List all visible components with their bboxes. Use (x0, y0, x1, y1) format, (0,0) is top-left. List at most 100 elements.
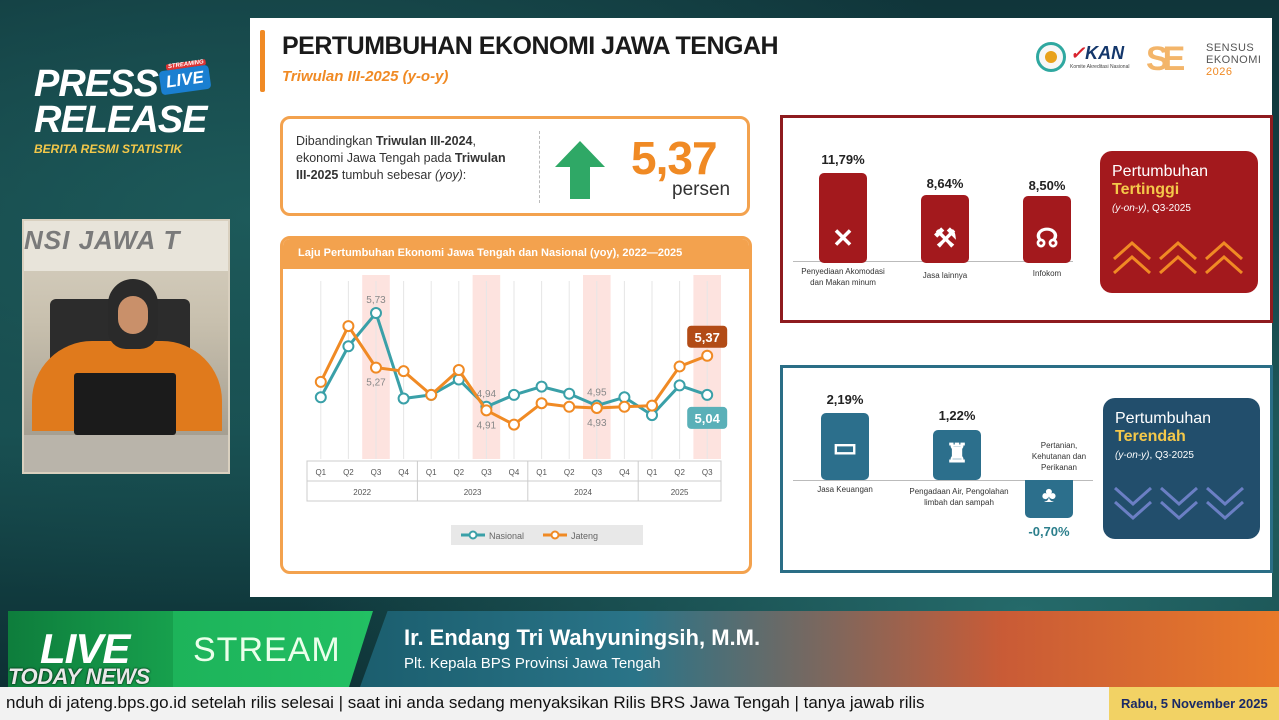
sector-bar (1023, 196, 1071, 263)
data-label: 4,94 (477, 389, 497, 400)
data-point-jateng (452, 364, 465, 376)
data-point-jateng (342, 320, 355, 333)
baseline (793, 480, 1093, 481)
sector-value: 2,19% (813, 392, 877, 407)
sector-label: Jasa lainnya (903, 270, 987, 281)
chevron-up-icon (1159, 240, 1197, 275)
legend-marker-nasional (468, 530, 478, 540)
x-tick-label: Q3 (591, 468, 602, 477)
summary-title: Pertumbuhan (1112, 163, 1209, 180)
legend-label: Nasional (489, 531, 524, 541)
legend-marker-jateng (550, 530, 560, 540)
news-ticker: nduh di jateng.bps.go.id setelah rilis s… (0, 687, 1279, 720)
highest-growth-panel: 11,79% ✕ Penyediaan Akomodasi dan Makan … (780, 115, 1273, 323)
divider (539, 131, 540, 203)
sector-value-text: 8,64% (926, 176, 964, 191)
x-tick-label: Q3 (481, 468, 492, 477)
data-point-nasional (314, 391, 327, 404)
sector-bar (819, 173, 867, 263)
sector-value: 8,64% (913, 176, 977, 191)
chevron-up-icon (1205, 240, 1243, 275)
sensus-line3: 2026 (1206, 66, 1233, 78)
sector-label-text: Penyediaan Akomodasi dan Makan minum (801, 267, 885, 287)
x-tick-label: Q3 (702, 468, 713, 477)
live-block: LIVE (8, 611, 173, 687)
data-point-nasional (370, 307, 382, 320)
data-point-nasional (508, 388, 520, 401)
antenna-icon: ☊ (1035, 223, 1059, 253)
growth-text-e: tumbuh sebesar (338, 168, 435, 182)
x-tick-label: Q2 (453, 468, 464, 477)
x-tick-label: Q1 (536, 468, 547, 477)
sector-value: 1,22% (925, 408, 989, 423)
summary-period-b: , Q3-2025 (1146, 203, 1191, 214)
title-accent (260, 30, 265, 92)
data-point-jateng (673, 360, 686, 373)
x-tick-label: Q4 (398, 468, 409, 477)
growth-text-g: : (462, 168, 467, 182)
data-point-jateng (397, 365, 410, 378)
data-point-jateng (425, 388, 438, 401)
sector-label: Jasa Keuangan (803, 484, 887, 495)
lower-third: LIVE STREAM Ir. Endang Tri Wahyuningsih,… (0, 611, 1279, 687)
speaker-name: Ir. Endang Tri Wahyuningsih, M.M. (404, 625, 761, 650)
slide-subtitle: Triwulan III-2025 (y-o-y) (282, 68, 449, 85)
sector-label-text: Jasa Keuangan (817, 485, 873, 494)
sector-label: Pengadaan Air, Pengolahan limbah dan sam… (903, 486, 1015, 508)
fork-knife-icon: ✕ (832, 223, 854, 253)
data-point-jateng (618, 400, 631, 413)
sector-label-text: Pertanian, Kehutanan dan Perikanan (1031, 441, 1087, 472)
end-label-nasional: 5,04 (695, 411, 721, 426)
slide: PERTUMBUHAN EKONOMI JAWA TENGAH Triwulan… (250, 18, 1273, 597)
growth-description: Dibandingkan Triwulan III-2024, ekonomi … (296, 133, 516, 184)
data-point-jateng (563, 400, 576, 413)
summary-period: (y-on-y), Q3-2025 (1112, 203, 1246, 214)
sector-value-text: 2,19% (826, 392, 864, 407)
data-point-jateng (370, 361, 382, 374)
data-point-jateng (314, 375, 327, 388)
summary-title: Pertumbuhan (1115, 410, 1212, 427)
highest-summary-card: Pertumbuhan Tertinggi (y-on-y), Q3-2025 (1100, 151, 1258, 293)
speaker-role: Plt. Kepala BPS Provinsi Jawa Tengah (404, 655, 661, 672)
laptop (74, 373, 176, 435)
summary-highlight: Terendah (1115, 428, 1186, 445)
plant-icon: ♣ (1041, 482, 1057, 507)
x-tick-label: Q3 (371, 468, 382, 477)
chart-title: Laju Pertumbuhan Ekonomi Jawa Tengah dan… (283, 239, 749, 269)
x-tick-label: Q2 (564, 468, 575, 477)
data-point-jateng (508, 418, 520, 431)
data-point-jateng (480, 404, 493, 417)
legend-label: Jateng (571, 531, 598, 541)
end-label-box-nasional (687, 406, 728, 429)
desk (24, 435, 228, 472)
end-label-box-jateng (687, 325, 728, 348)
sector-label: Penyediaan Akomodasi dan Makan minum (801, 266, 885, 288)
presenter-face (118, 296, 148, 334)
chevron-down-icon (1206, 486, 1244, 521)
year-label: 2023 (464, 488, 482, 497)
growth-text-f: (yoy) (434, 168, 463, 182)
sector-value-text: 1,22% (938, 408, 976, 423)
live-badge-label: LIVE (164, 67, 205, 92)
year-label: 2024 (574, 488, 592, 497)
sector-value-text: 8,50% (1028, 178, 1066, 193)
data-point-jateng (701, 349, 714, 362)
data-point-jateng (646, 399, 658, 412)
x-tick-label: Q4 (619, 468, 630, 477)
x-tick-label: Q4 (509, 468, 520, 477)
data-point-nasional (563, 387, 576, 400)
sector-value-text: -0,70% (1028, 524, 1070, 539)
sector-bar (821, 413, 869, 480)
press-release-logo: PRESS RELEASE BERITA RESMI STATISTIK (34, 63, 234, 156)
kan-logo: ✓KAN Komite Akreditasi Nasional (1070, 43, 1130, 70)
data-point-nasional (342, 340, 355, 353)
data-label: 5,73 (366, 295, 386, 306)
summary-period: (y-on-y), Q3-2025 (1115, 450, 1248, 461)
chevron-down-icon (1114, 486, 1152, 521)
year-label: 2025 (671, 488, 689, 497)
lowest-summary-card: Pertumbuhan Terendah (y-on-y), Q3-2025 (1103, 398, 1260, 539)
video-wall-text: NSI JAWA T (24, 221, 228, 271)
brand-line1: PRESS (34, 63, 159, 105)
year-label: 2022 (353, 488, 371, 497)
data-label: 4,91 (477, 420, 497, 431)
